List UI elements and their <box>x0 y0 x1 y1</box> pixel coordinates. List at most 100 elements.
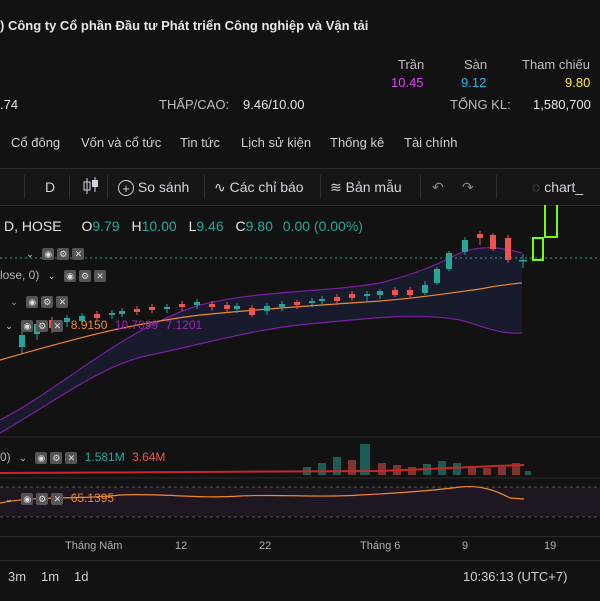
candle <box>349 291 355 301</box>
x-tick-label: 9 <box>462 540 469 552</box>
bb-basis-value: 8.9150 <box>70 318 108 332</box>
range-3m-button[interactable]: 3m <box>8 569 27 584</box>
close-icon[interactable]: ✕ <box>94 269 107 282</box>
undo-icon[interactable]: ↶ <box>432 179 444 195</box>
annotation-box[interactable] <box>532 237 544 261</box>
tab-capital-dividends[interactable]: Vốn và cổ tức <box>81 135 162 150</box>
chart-toolbar: D + So sánh ∿ Các chỉ báo ≋ Bản mẫu ↶ ↷ … <box>0 168 600 206</box>
floor-label: Sàn <box>464 57 488 72</box>
tab-financials[interactable]: Tài chính <box>404 135 458 150</box>
templates-label: Bản mẫu <box>345 179 402 195</box>
rsi-legend: ⌄ ◉ ⚙ ✕ 65.1395 <box>0 491 114 505</box>
gear-icon[interactable]: ⚙ <box>57 247 70 260</box>
candle <box>505 235 511 263</box>
candle <box>477 231 483 245</box>
eye-icon[interactable]: ◉ <box>35 451 48 464</box>
eye-icon[interactable]: ⌄ <box>10 296 18 307</box>
close-icon[interactable]: ✕ <box>56 295 69 308</box>
annotation-box[interactable] <box>544 205 558 238</box>
gear-icon[interactable]: ⚙ <box>41 295 54 308</box>
total-volume-value: 1,580,700 <box>533 97 591 112</box>
candle <box>194 299 200 309</box>
compare-button[interactable]: + So sánh <box>118 179 190 197</box>
compare-label: So sánh <box>137 179 190 195</box>
high-label: H <box>131 218 142 234</box>
low-value: 9.46 <box>196 218 224 234</box>
interval-button[interactable]: D <box>45 179 56 195</box>
close-icon[interactable]: ✕ <box>72 247 85 260</box>
gear-icon[interactable]: ⚙ <box>50 451 63 464</box>
eye-icon[interactable]: ◉ <box>21 319 34 332</box>
clock-timezone[interactable]: 10:36:13 (UTC+7) <box>463 569 568 584</box>
stock-tabs: Cổ đông Vốn và cổ tức Tin tức Lịch sử ki… <box>0 128 600 160</box>
candle-type-icon[interactable] <box>82 176 100 199</box>
indicators-button[interactable]: ∿ Các chỉ báo <box>214 179 304 196</box>
toolbar-divider <box>107 175 108 199</box>
candle <box>109 310 115 319</box>
candle <box>179 301 185 311</box>
chevron-down-icon[interactable]: ⌄ <box>5 320 13 331</box>
ceiling-value: 10.45 <box>391 75 424 90</box>
candle <box>377 289 383 299</box>
candle <box>64 315 70 327</box>
toolbar-divider <box>496 175 497 199</box>
eye-icon[interactable]: ◉ <box>42 247 55 260</box>
company-name: ) Công ty Cổ phần Đầu tư Phát triển Công… <box>0 18 369 33</box>
eye-icon[interactable]: ◉ <box>26 295 39 308</box>
templates-button[interactable]: ≋ Bản mẫu <box>330 179 402 196</box>
candle <box>294 300 300 309</box>
reference-label: Tham chiếu <box>522 57 590 72</box>
high-value: 10.00 <box>141 218 177 234</box>
chart-layout-button[interactable]: ◌ chart_ <box>532 179 583 195</box>
bottom-bar: 3m 1m 1d 10:36:13 (UTC+7) <box>0 560 600 601</box>
chevron-down-icon[interactable]: ⌄ <box>47 270 56 281</box>
candle <box>422 281 428 295</box>
chevron-down-icon[interactable]: ⌄ <box>19 452 27 463</box>
candle <box>334 294 340 305</box>
chevron-down-icon[interactable]: ⌄ <box>5 493 13 504</box>
candle <box>19 330 25 353</box>
eye-icon[interactable]: ◉ <box>64 269 77 282</box>
gear-icon[interactable]: ⚙ <box>36 492 49 505</box>
price-chart[interactable]: + <box>0 205 600 535</box>
close-icon[interactable]: ✕ <box>51 319 64 332</box>
redo-icon[interactable]: ↷ <box>462 179 474 195</box>
close-value: 9.80 <box>245 218 273 234</box>
tab-statistics[interactable]: Thống kê <box>330 135 385 150</box>
candle <box>309 298 315 307</box>
price-value-partial: .74 <box>0 97 19 112</box>
tab-news[interactable]: Tin tức <box>180 135 221 150</box>
candle <box>134 306 140 315</box>
bollinger-lower-line <box>0 315 523 434</box>
reference-value: 9.80 <box>565 75 591 90</box>
close-icon[interactable]: ✕ <box>51 492 64 505</box>
volume-params: 0) <box>0 450 11 464</box>
symbol-label[interactable]: D, HOSE <box>4 218 62 234</box>
candle <box>279 301 285 311</box>
eye-icon[interactable]: ◉ <box>21 492 34 505</box>
chevron-down-icon[interactable]: ⌄ <box>26 248 34 259</box>
moving-average-line <box>0 282 523 361</box>
cloud-icon: ◌ <box>532 179 541 195</box>
tab-event-history[interactable]: Lịch sử kiện <box>241 135 312 150</box>
candle <box>164 304 170 313</box>
rsi-value: 65.1395 <box>70 491 115 505</box>
gear-icon[interactable]: ⚙ <box>79 269 92 282</box>
floor-value: 9.12 <box>461 75 487 90</box>
bollinger-legend: ⌄ ◉ ⚙ ✕ 8.9150 10.7099 7.1201 <box>0 318 202 332</box>
range-1m-button[interactable]: 1m <box>41 569 60 584</box>
close-icon[interactable]: ✕ <box>65 451 78 464</box>
total-volume-label: TỔNG KL: <box>450 97 511 112</box>
templates-icon: ≋ <box>330 179 342 195</box>
tab-shareholders[interactable]: Cổ đông <box>11 135 61 150</box>
toolbar-divider <box>24 175 25 199</box>
ohlc-legend: D, HOSE O9.79 H10.00 L9.46 C9.80 0.00 (0… <box>4 218 363 234</box>
candle <box>434 267 440 285</box>
volume-ma-value: 3.64M <box>132 450 166 464</box>
candle <box>319 296 325 305</box>
rsi-band-fill <box>0 487 600 517</box>
gear-icon[interactable]: ⚙ <box>36 319 49 332</box>
time-axis[interactable]: Tháng Năm 12 22 Tháng 6 9 19 <box>0 536 600 557</box>
rsi-line <box>0 485 525 504</box>
range-1d-button[interactable]: 1d <box>74 569 89 584</box>
